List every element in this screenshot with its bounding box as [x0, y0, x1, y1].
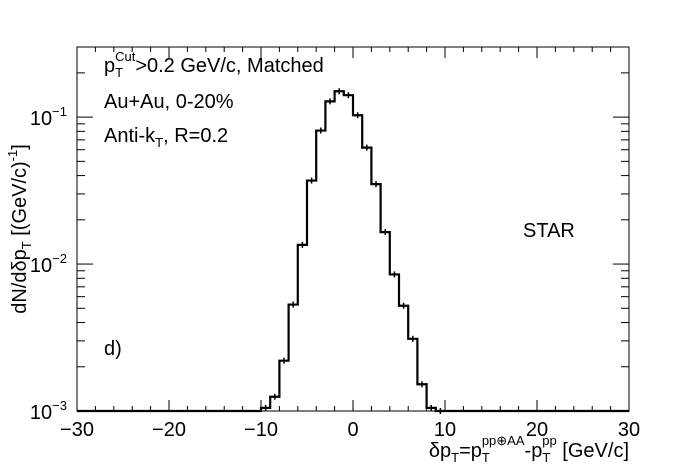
- x-tick-label: 10: [434, 419, 456, 441]
- algorithm-annotation: Anti-kT, R=0.2: [104, 125, 228, 150]
- x-tick-label: −10: [244, 419, 278, 441]
- x-tick-label: 0: [347, 419, 358, 441]
- x-tick-label: 30: [618, 419, 640, 441]
- x-tick-label: −20: [152, 419, 186, 441]
- x-axis-label: δpT=pTpp⊕AA-pTpp [GeV/c]: [429, 433, 629, 465]
- x-tick-label: −30: [60, 419, 94, 441]
- histogram-step-line: [77, 90, 629, 413]
- x-tick-label: 20: [526, 419, 548, 441]
- y-tick-label: 10−3: [30, 398, 67, 424]
- panel-label: d): [104, 338, 122, 360]
- axis-ticks: −30 −20 −10 0 10 20 30 10−3 10−2 10−1: [30, 46, 640, 441]
- y-tick-label: 10−2: [30, 251, 67, 277]
- y-tick-label: 10−1: [30, 104, 67, 130]
- experiment-label: STAR: [523, 220, 575, 242]
- system-annotation: Au+Au, 0-20%: [104, 91, 234, 113]
- y-axis-label: dN/dδpT [(GeV/c)-1]: [5, 144, 34, 314]
- cut-annotation: pTCut>0.2 GeV/c, Matched: [104, 49, 324, 80]
- histogram-series: [77, 88, 629, 414]
